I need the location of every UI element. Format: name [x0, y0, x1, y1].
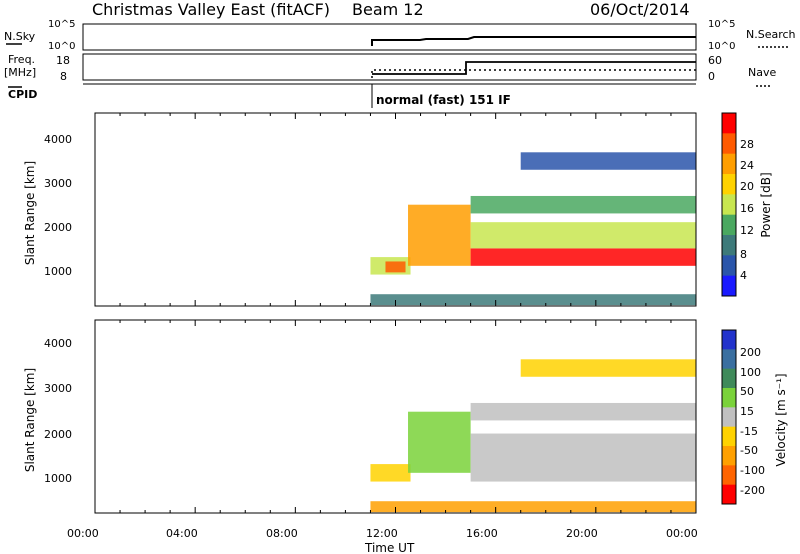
velocity-colorbar: 200 100 50 15 -15 -50 -100 -200 Velocity…: [721, 329, 788, 505]
nave-tick-top: 60: [708, 54, 722, 67]
velocity-colorbar-swatch: [722, 446, 736, 466]
nsearch-tick-bottom: 10^0: [708, 41, 735, 52]
cpid-label: CPID: [8, 88, 37, 101]
nsky-trace: [371, 36, 696, 46]
nsky-tick-bottom: 10^0: [48, 41, 75, 52]
freq-label: Freq.: [8, 53, 35, 66]
velocity-colorbar-swatch: [722, 349, 736, 370]
power-cb-12: 12: [740, 224, 754, 237]
cpid-mode: normal (fast) 151 IF: [376, 93, 511, 107]
nave-tick-bottom: 0: [708, 70, 715, 83]
nave-label: Nave: [748, 66, 776, 79]
power-region: [470, 195, 696, 214]
velocity-cb-label: Velocity [m s⁻¹]: [774, 373, 788, 466]
nsearch-label: N.Search: [746, 28, 796, 41]
vel-cb-100: 100: [740, 366, 761, 379]
power-ytick-3000: 3000: [44, 177, 72, 190]
power-cb-8: 8: [740, 248, 747, 261]
power-region: [470, 248, 696, 266]
power-cb-16: 16: [740, 202, 754, 215]
x-axis-label: Time UT: [364, 541, 415, 554]
power-colorbar-swatch: [722, 194, 736, 216]
beam-label: Beam 12: [352, 0, 424, 19]
power-colorbar-swatch: [722, 275, 736, 297]
freq-panel: Freq. [MHz] 18 8 60 0 Nave: [4, 53, 776, 87]
velocity-colorbar-swatch: [722, 465, 736, 486]
nsky-panel: N.Sky 10^5 10^0 10^5 10^0 N.Search: [4, 19, 796, 52]
power-region: [385, 261, 406, 273]
freq-tick-top: 18: [56, 54, 70, 67]
power-colorbar-swatch: [722, 153, 736, 175]
velocity-colorbar-swatch: [722, 330, 736, 350]
cpid-row: CPID normal (fast) 151 IF: [8, 83, 696, 108]
velocity-colorbar-swatch: [722, 407, 736, 428]
velocity-region: [370, 501, 696, 513]
power-colorbar-swatch: [722, 174, 736, 195]
power-region: [520, 152, 696, 170]
xtick-0000: 00:00: [67, 527, 99, 540]
power-cb-24: 24: [740, 159, 754, 172]
station-title: Christmas Valley East (fitACF): [92, 0, 330, 19]
xtick-1600: 16:00: [466, 527, 498, 540]
power-ytick-2000: 2000: [44, 221, 72, 234]
vel-cb-m50: -50: [740, 444, 758, 457]
power-cb-28: 28: [740, 138, 754, 151]
vel-cb-m100: -100: [740, 464, 765, 477]
velocity-panel: Slant Range [km] 4000 3000 2000 1000 00:…: [23, 319, 698, 554]
power-y-ticks: 4000 3000 2000 1000: [44, 133, 72, 278]
velocity-region: [520, 359, 696, 377]
power-ytick-4000: 4000: [44, 133, 72, 146]
velocity-region: [370, 464, 411, 482]
nsky-tick-top: 10^5: [48, 19, 75, 30]
power-colorbar-swatch: [722, 133, 736, 155]
velocity-region: [470, 433, 696, 482]
power-colorbar: 28 24 20 16 12 8 4 Power [dB]: [721, 112, 773, 297]
power-region: [408, 204, 471, 266]
power-ytick-1000: 1000: [44, 265, 72, 278]
velocity-region: [408, 411, 471, 473]
freq-tick-bottom: 8: [60, 70, 67, 83]
vel-ytick-4000: 4000: [44, 337, 72, 350]
velocity-ylabel: Slant Range [km]: [23, 368, 37, 472]
vel-ytick-2000: 2000: [44, 428, 72, 441]
velocity-data: [370, 359, 696, 513]
xtick-0800: 08:00: [266, 527, 298, 540]
vel-cb-15: 15: [740, 405, 754, 418]
power-cb-20: 20: [740, 180, 754, 193]
vel-ytick-3000: 3000: [44, 382, 72, 395]
nsky-label: N.Sky: [4, 30, 36, 43]
xtick-1200: 12:00: [366, 527, 398, 540]
freq-unit: [MHz]: [4, 66, 36, 79]
power-cb-label: Power [dB]: [759, 172, 773, 237]
velocity-colorbar-swatch: [722, 484, 736, 505]
vel-cb-200: 200: [740, 346, 761, 359]
power-cb-4: 4: [740, 269, 747, 282]
xtick-0400: 04:00: [166, 527, 198, 540]
power-colorbar-swatch: [722, 214, 736, 236]
velocity-region: [470, 402, 696, 421]
power-data: [370, 152, 696, 306]
power-region: [370, 294, 696, 306]
power-panel: Slant Range [km] 4000 3000 2000 1000: [23, 112, 697, 307]
freq-trace: [372, 61, 696, 75]
vel-cb-50: 50: [740, 385, 754, 398]
velocity-colorbar-swatch: [722, 368, 736, 389]
xtick-0000-end: 00:00: [666, 527, 698, 540]
power-colorbar-swatch: [722, 113, 736, 134]
power-colorbar-swatch: [722, 235, 736, 256]
velocity-colorbar-swatch: [722, 388, 736, 408]
power-ylabel: Slant Range [km]: [23, 161, 37, 265]
nsearch-tick-top: 10^5: [708, 19, 735, 30]
date-label: 06/Oct/2014: [590, 0, 690, 19]
velocity-y-ticks: 4000 3000 2000 1000: [44, 337, 72, 485]
vel-ytick-1000: 1000: [44, 472, 72, 485]
power-colorbar-swatch: [722, 255, 736, 277]
power-region: [470, 222, 696, 249]
x-ticks: 00:00 04:00 08:00 12:00 16:00 20:00 00:0…: [67, 527, 698, 540]
xtick-2000: 20:00: [566, 527, 598, 540]
velocity-colorbar-swatch: [722, 426, 736, 447]
vel-cb-m15: -15: [740, 425, 758, 438]
vel-cb-m200: -200: [740, 484, 765, 497]
